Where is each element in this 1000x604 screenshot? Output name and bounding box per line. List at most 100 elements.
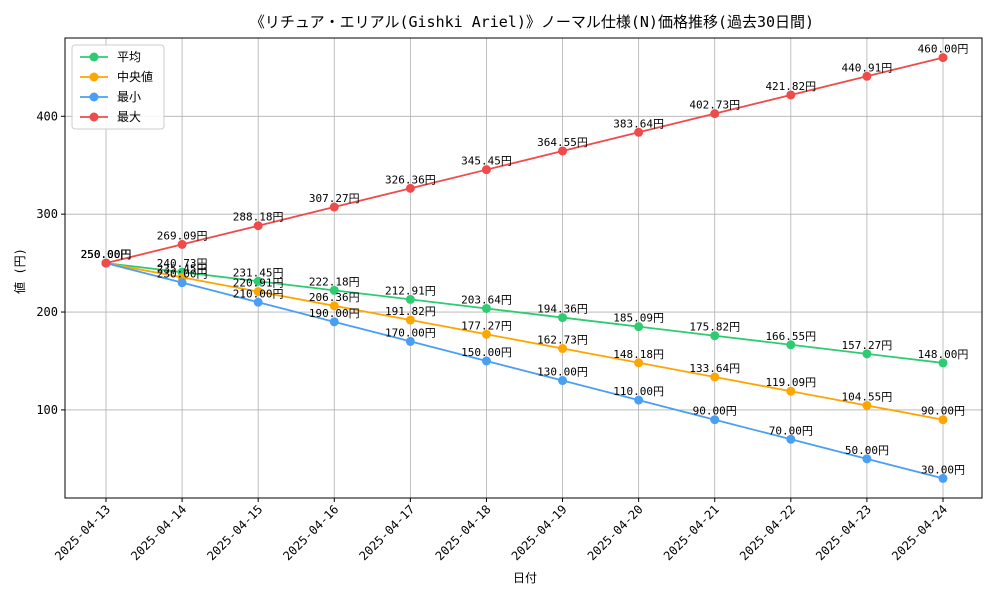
plot-area (64, 37, 983, 499)
data-label: 148.00円 (918, 348, 969, 361)
data-label: 194.36円 (537, 303, 588, 316)
data-label: 250.00円 (81, 248, 132, 261)
data-point (938, 415, 948, 425)
data-label: 210.00円 (233, 287, 284, 300)
data-point (862, 454, 872, 464)
legend-item-label: 最大 (117, 110, 141, 124)
data-point (405, 315, 415, 325)
data-label: 162.73円 (537, 334, 588, 347)
data-label: 148.18円 (613, 348, 664, 361)
data-label: 90.00円 (921, 405, 965, 418)
data-label: 231.45円 (233, 266, 284, 279)
data-point (177, 278, 187, 288)
x-tick-label: 2025-04-22 (737, 502, 798, 563)
data-label: 230.00円 (157, 268, 208, 281)
x-tick-label: 2025-04-19 (509, 502, 570, 563)
y-tick-label: 300 (36, 207, 58, 221)
data-point (938, 473, 948, 483)
data-label: 130.00円 (537, 366, 588, 379)
data-point (862, 71, 872, 81)
x-tick-label: 2025-04-15 (204, 502, 265, 563)
data-point (253, 297, 263, 307)
x-axis-title: 日付 (513, 571, 537, 585)
series-line-1 (105, 262, 944, 421)
legend-swatch-marker (89, 72, 99, 82)
data-label: 157.27円 (842, 339, 893, 352)
data-point (938, 358, 948, 368)
data-label: 177.27円 (461, 319, 512, 332)
data-label: 307.27円 (309, 192, 360, 205)
y-tick-label: 400 (36, 109, 58, 123)
data-point (253, 287, 263, 297)
data-point (786, 434, 796, 444)
data-point (710, 109, 720, 119)
x-axis: 2025-04-13 2025-04-14 2025-04-15 2025-04-16… (52, 498, 950, 563)
data-point (405, 336, 415, 346)
data-label: 170.00円 (385, 326, 436, 339)
series-line-0 (105, 262, 944, 364)
data-labels: 250.00円 240.73円 231.45円 222.18円 212.91円 203.6… (81, 43, 969, 477)
data-point (710, 415, 720, 425)
data-point (177, 239, 187, 249)
data-point (786, 340, 796, 350)
data-label: 104.55円 (842, 390, 893, 403)
x-tick-label: 2025-04-17 (356, 502, 417, 563)
data-label: 212.91円 (385, 284, 436, 297)
data-label: 364.55円 (537, 136, 588, 149)
data-point (405, 183, 415, 193)
legend-swatch-marker (89, 112, 99, 122)
data-point (786, 386, 796, 396)
data-point (253, 276, 263, 286)
legend-swatch-marker (89, 52, 99, 62)
x-tick-label: 2025-04-18 (433, 502, 494, 563)
y-tick-label: 100 (36, 403, 58, 417)
x-tick-label: 2025-04-20 (585, 502, 646, 563)
data-label: 269.09円 (157, 229, 208, 242)
data-label: 326.36円 (385, 173, 436, 186)
data-point (558, 376, 568, 386)
data-label: 70.00円 (769, 424, 813, 437)
data-label: 235.45円 (157, 262, 208, 275)
data-point (481, 329, 491, 339)
data-label: 421.82円 (765, 80, 816, 93)
data-label: 90.00円 (693, 405, 737, 418)
data-label: 50.00円 (845, 444, 889, 457)
data-point (253, 221, 263, 231)
data-point (558, 146, 568, 156)
data-point (634, 322, 644, 332)
data-label: 460.00円 (918, 43, 969, 56)
series-line-2 (105, 262, 944, 480)
y-axis: 100 200 300 400 (36, 109, 65, 417)
data-label: 185.09円 (613, 312, 664, 325)
data-point (481, 356, 491, 366)
data-label: 250.00円 (81, 248, 132, 261)
data-point (710, 372, 720, 382)
x-tick-label: 2025-04-16 (280, 502, 341, 563)
data-point (938, 53, 948, 63)
data-label: 110.00円 (613, 385, 664, 398)
data-label: 203.64円 (461, 293, 512, 306)
data-label: 440.91円 (842, 61, 893, 74)
data-label: 191.82円 (385, 305, 436, 318)
data-point (862, 349, 872, 359)
data-label: 175.82円 (689, 321, 740, 334)
data-point (405, 294, 415, 304)
data-label: 250.00円 (81, 248, 132, 261)
data-point (101, 258, 111, 268)
data-point (786, 90, 796, 100)
x-tick-label: 2025-04-21 (661, 502, 722, 563)
legend-swatch-marker (89, 92, 99, 102)
data-label: 206.36円 (309, 291, 360, 304)
data-label: 222.18円 (309, 275, 360, 288)
data-label: 250.00円 (81, 248, 132, 261)
x-tick-label: 2025-04-24 (889, 502, 950, 563)
data-point (634, 395, 644, 405)
data-point (329, 301, 339, 311)
data-label: 30.00円 (921, 463, 965, 476)
data-point (862, 400, 872, 410)
data-point (481, 165, 491, 175)
series-group (101, 53, 948, 483)
